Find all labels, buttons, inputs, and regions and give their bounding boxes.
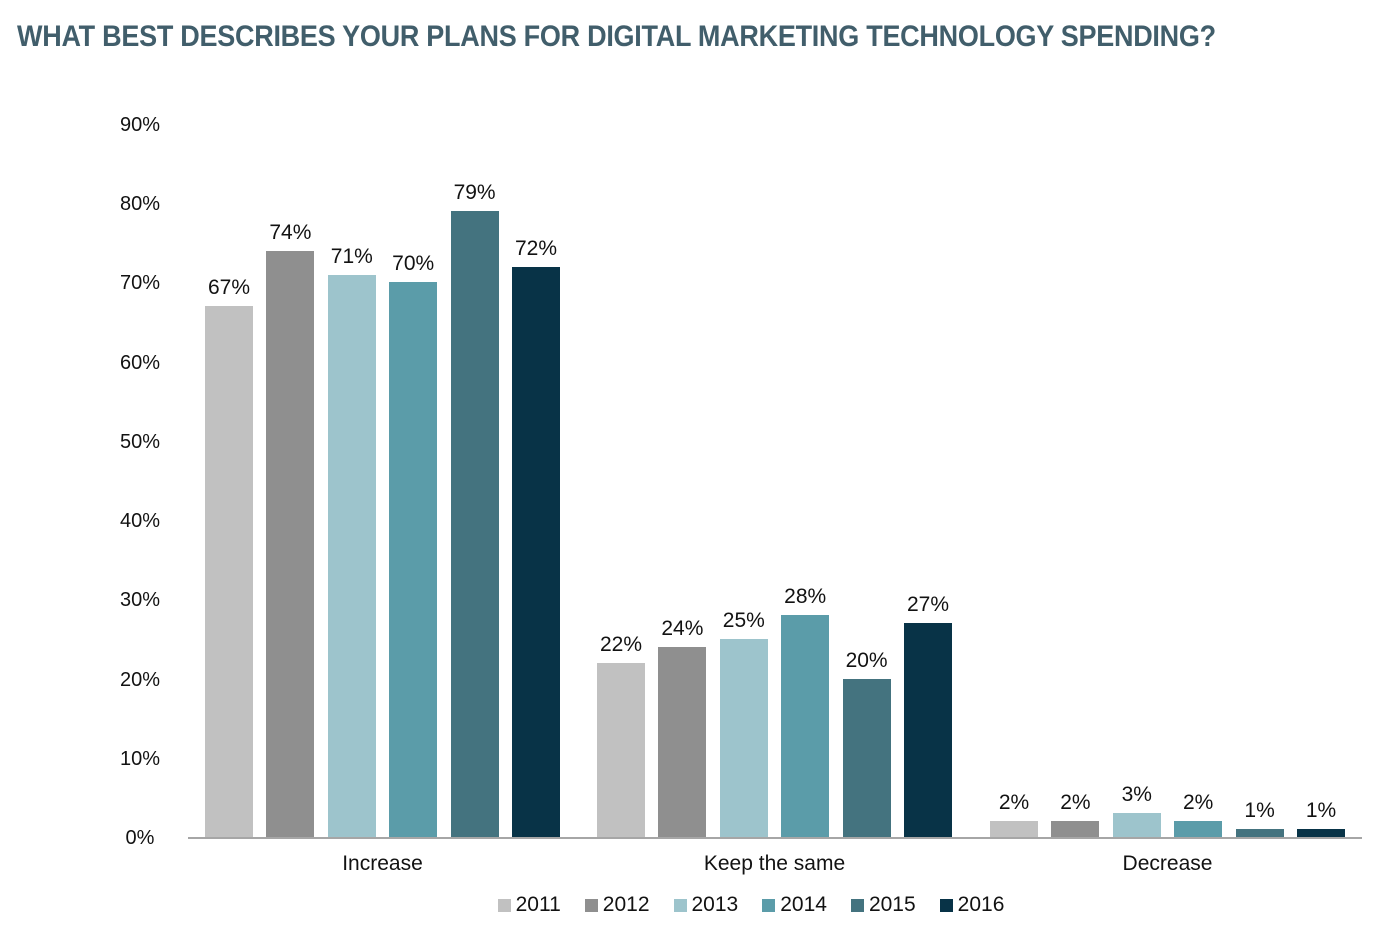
category-label-increase: Increase	[342, 852, 423, 875]
bar-2012-increase	[266, 251, 315, 837]
legend-item-2012: 2012	[584, 893, 650, 917]
bar-value-label: 28%	[784, 585, 827, 608]
bar-2015-increase	[450, 211, 499, 837]
legend-item-2016: 2016	[939, 893, 1005, 917]
legend-swatch-2014	[762, 898, 776, 912]
legend-swatch-2015	[850, 898, 864, 912]
legend-item-2014: 2014	[762, 893, 827, 917]
bar-2011-keep-the-same	[597, 663, 645, 837]
y-tick-label: 0%	[125, 827, 155, 849]
bar-2014-keep-the-same	[781, 615, 830, 837]
bar-2012-decrease	[1051, 821, 1100, 837]
page-title: WHAT BEST DESCRIBES YOUR PLANS FOR DIGIT…	[17, 20, 1216, 53]
category-label-decrease: Decrease	[1122, 852, 1213, 875]
legend-swatch-2016	[939, 898, 953, 912]
bar-value-label: 71%	[330, 245, 373, 268]
bar-2015-decrease	[1235, 829, 1284, 837]
y-tick-label: 90%	[119, 114, 161, 136]
bar-value-label: 1%	[1305, 799, 1337, 822]
bar-value-label: 74%	[269, 221, 312, 244]
bar-value-label: 20%	[845, 649, 888, 672]
bar-value-label: 2%	[1060, 791, 1091, 814]
bar-value-label: 72%	[514, 237, 558, 260]
y-tick-label: 10%	[119, 747, 161, 770]
legend-label: 2014	[780, 893, 827, 916]
legend-label: 2015	[868, 893, 916, 916]
y-tick-label: 30%	[119, 589, 161, 612]
bar-value-label: 24%	[661, 617, 704, 640]
bar-2013-decrease	[1112, 813, 1161, 837]
legend-swatch-2012	[584, 898, 598, 912]
legend-label: 2011	[515, 893, 561, 916]
bar-2012-keep-the-same	[658, 647, 707, 837]
bar-2011-increase	[205, 306, 253, 837]
bar-value-label: 3%	[1121, 783, 1152, 806]
bar-value-label: 70%	[392, 252, 435, 275]
bar-2013-increase	[327, 275, 376, 837]
y-tick-label: 60%	[119, 351, 161, 374]
bar-value-label: 79%	[453, 181, 496, 204]
bar-value-label: 1%	[1244, 799, 1275, 822]
x-axis-line	[188, 837, 1362, 839]
legend-label: 2016	[957, 893, 1005, 916]
legend-swatch-2013	[673, 898, 687, 912]
y-tick-label: 20%	[119, 668, 161, 691]
y-tick-label: 50%	[119, 430, 161, 453]
legend: 2011 2012 2013 2014 2015 2016	[140, 893, 1362, 917]
bar-2016-keep-the-same	[904, 623, 952, 837]
bar-2014-increase	[389, 282, 438, 837]
category-label-keep-the-same: Keep the same	[703, 852, 846, 875]
bar-2016-decrease	[1297, 829, 1345, 837]
bar-value-label: 22%	[599, 633, 643, 656]
legend-label: 2012	[602, 893, 650, 916]
y-tick-label: 80%	[119, 193, 161, 216]
bar-2015-keep-the-same	[842, 679, 891, 837]
legend-item-2013: 2013	[673, 893, 739, 917]
y-tick-label: 40%	[119, 510, 161, 533]
legend-item-2011: 2011	[497, 893, 561, 917]
bar-2016-increase	[512, 267, 560, 837]
bar-2014-decrease	[1174, 821, 1223, 837]
y-tick-label: 70%	[119, 272, 161, 295]
legend-item-2015: 2015	[850, 893, 916, 917]
bar-2013-keep-the-same	[719, 639, 768, 837]
legend-label: 2013	[691, 893, 739, 916]
bar-value-label: 27%	[906, 593, 950, 616]
bar-value-label: 2%	[1183, 791, 1214, 814]
bar-value-label: 25%	[722, 609, 765, 632]
bar-value-label: 67%	[207, 276, 251, 299]
bar-value-label: 2%	[998, 791, 1030, 814]
legend-swatch-2011	[497, 898, 511, 912]
bar-2011-decrease	[990, 821, 1038, 837]
